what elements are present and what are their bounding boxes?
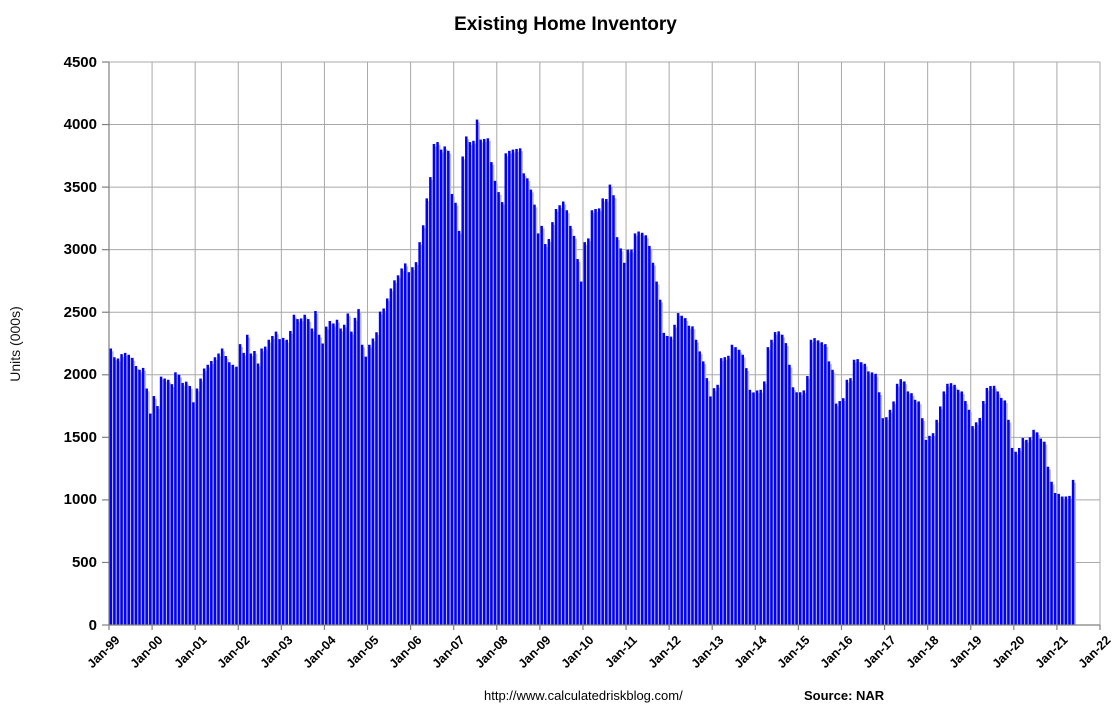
- source-attribution: Source: NAR: [804, 688, 885, 703]
- y-tick-label: 1500: [63, 428, 97, 446]
- y-tick-label: 500: [71, 553, 97, 571]
- y-tick-label: 4500: [63, 53, 97, 71]
- y-tick-label: 4000: [63, 116, 97, 134]
- y-tick-label: 3000: [63, 241, 97, 259]
- y-tick-label: 0: [88, 616, 97, 634]
- y-tick-label: 1000: [63, 491, 97, 509]
- y-tick-label: 3500: [63, 178, 97, 196]
- y-tick-label: 2000: [63, 366, 97, 384]
- source-url-text: http://www.calculatedriskblog.com/: [484, 688, 683, 703]
- chart-title: Existing Home Inventory: [454, 14, 677, 35]
- y-tick-label: 2500: [63, 303, 97, 321]
